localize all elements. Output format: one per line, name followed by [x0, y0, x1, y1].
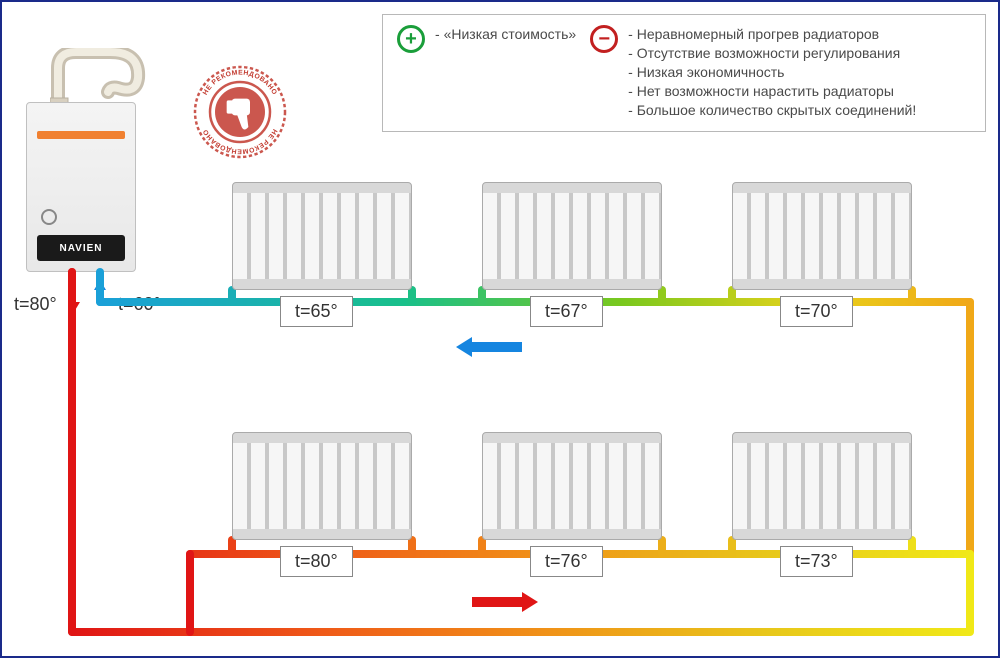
bottom-radiator-2-temp: t=76°: [530, 546, 603, 577]
cons-column: − Неравномерный прогрев радиаторовОтсутс…: [590, 25, 916, 119]
return-temp-label: t=60°: [118, 294, 161, 315]
bottom-radiator-1: [232, 432, 412, 540]
diagram-frame: + «Низкая стоимость» − Неравномерный про…: [0, 0, 1000, 658]
plus-icon: +: [397, 25, 425, 53]
top-radiator-3: [732, 182, 912, 290]
top-radiator-1-temp: t=65°: [280, 296, 353, 327]
boiler: NAVIEN: [26, 102, 136, 272]
top-radiator-2-temp: t=67°: [530, 296, 603, 327]
supply-temp-label: t=80°: [14, 294, 57, 315]
pros-cons-box: + «Низкая стоимость» − Неравномерный про…: [382, 14, 986, 132]
minus-icon: −: [590, 25, 618, 53]
top-radiator-3-temp: t=70°: [780, 296, 853, 327]
top-radiator-1: [232, 182, 412, 290]
supply-arrow-icon: [70, 282, 78, 310]
cons-list: Неравномерный прогрев радиаторовОтсутств…: [628, 25, 916, 119]
bottom-radiator-3-temp: t=73°: [780, 546, 853, 577]
boiler-flue: [50, 48, 150, 108]
boiler-dial: [41, 209, 57, 225]
boiler-brand: NAVIEN: [37, 235, 125, 261]
return-arrow-icon: [96, 282, 104, 310]
bottom-radiator-3: [732, 432, 912, 540]
bottom-radiator-1-temp: t=80°: [280, 546, 353, 577]
top-radiator-2: [482, 182, 662, 290]
pros-column: + «Низкая стоимость»: [397, 25, 576, 53]
not-recommended-stamp: НЕ РЕКОМЕНДОВАНО НЕ РЕКОМЕНДОВАНО: [190, 62, 290, 162]
bottom-radiator-2: [482, 432, 662, 540]
pros-list: «Низкая стоимость»: [435, 25, 576, 44]
